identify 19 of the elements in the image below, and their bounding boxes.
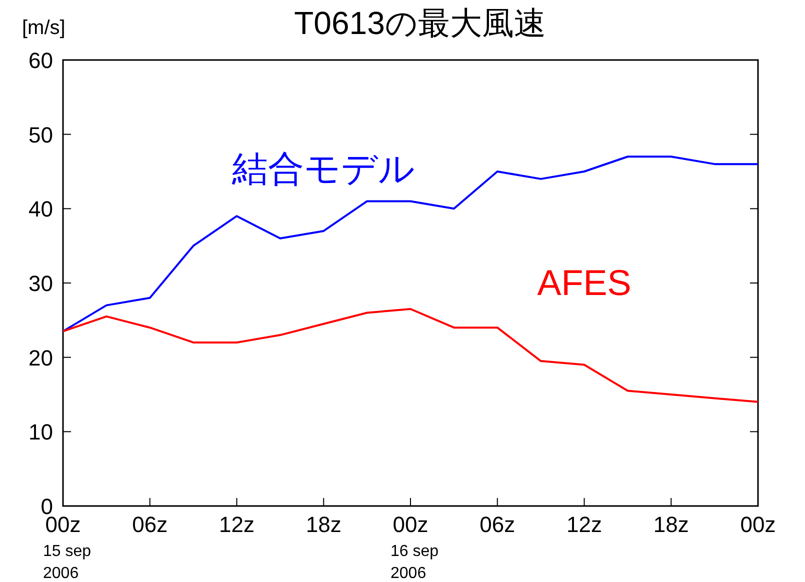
line-series [62, 308, 759, 403]
x-tick-label: 12z [219, 512, 254, 537]
x-tick-label: 18z [653, 512, 689, 537]
y-axis-title: [m/s] [22, 17, 66, 39]
y-tick-label: 50 [28, 122, 53, 148]
y-tick-label: 20 [28, 345, 53, 370]
series-label: AFES [537, 262, 632, 303]
y-tick-label: 60 [28, 48, 53, 73]
x-tick-label: 06z [480, 512, 516, 537]
x-tick-label: 12z [566, 512, 602, 537]
y-tick-label: 30 [28, 271, 53, 296]
y-tick-label: 40 [28, 196, 53, 222]
x-tick-label: 00z 16 sep 2006 [390, 512, 439, 582]
chart-title: T0613の最大風速 [294, 5, 546, 41]
y-tick-label: 10 [28, 420, 53, 445]
series-label: 結合モデル [231, 148, 416, 189]
x-tick-label: 06z [132, 512, 168, 537]
x-tick-label: 18z [306, 512, 342, 537]
x-tick-label: 00z [740, 512, 776, 537]
